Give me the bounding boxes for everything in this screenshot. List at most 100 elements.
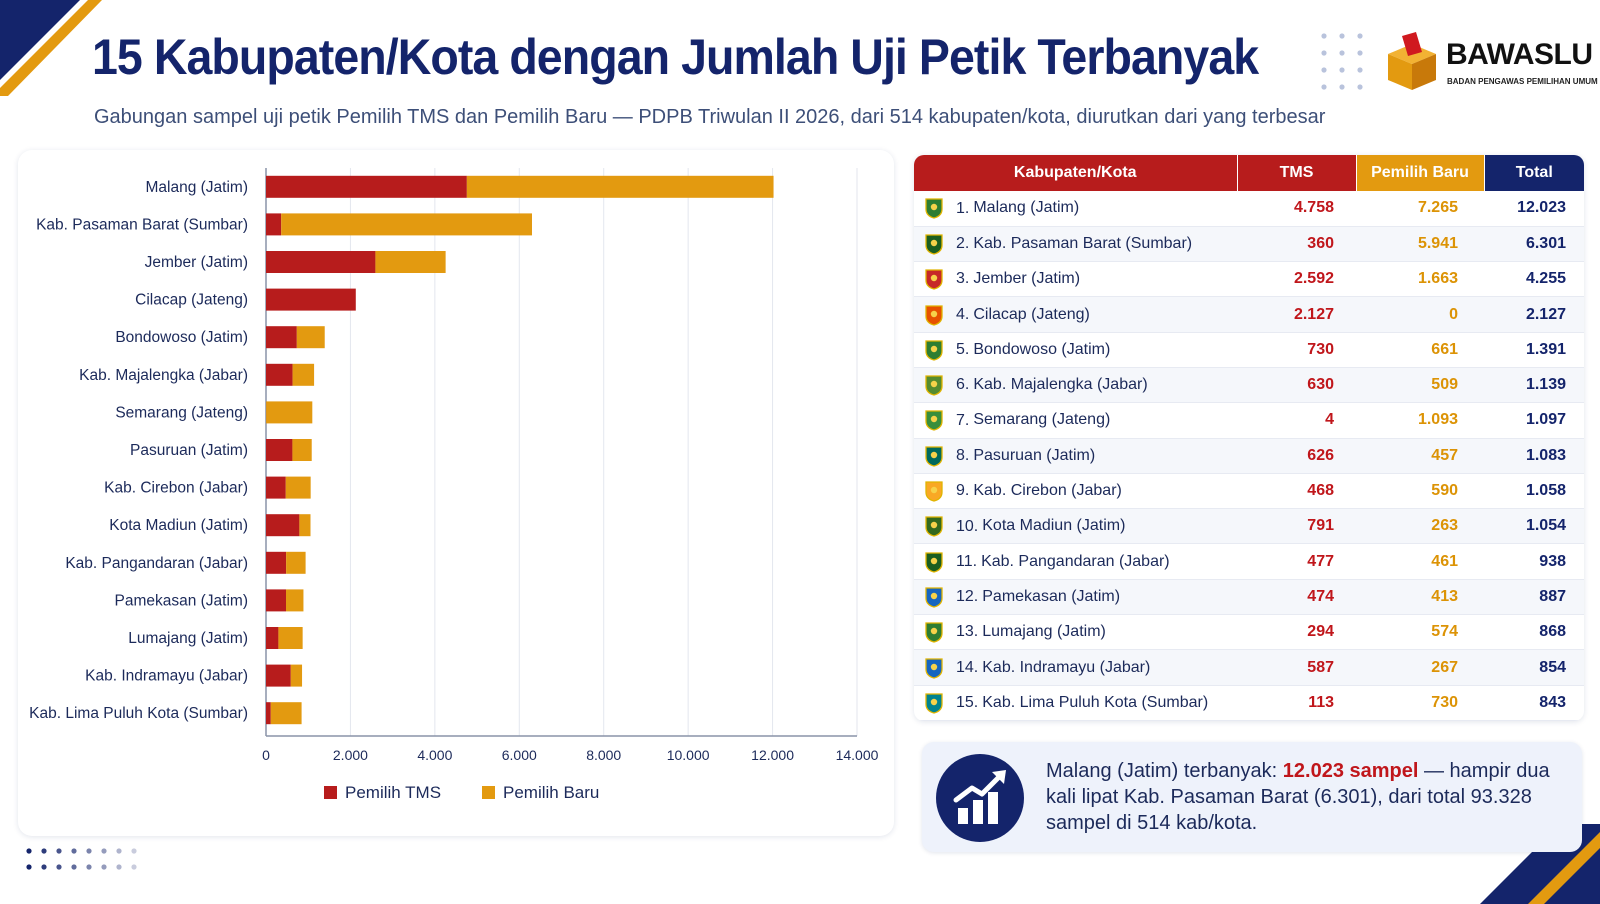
bar-segment-baru <box>299 514 311 537</box>
y-category-label: Kab. Lima Puluh Kota (Sumbar) <box>29 705 248 722</box>
decor-dot <box>1339 50 1345 56</box>
cell-kabupaten: 15. Kab. Lima Puluh Kota (Sumbar) <box>914 685 1237 721</box>
bar-segment-tms <box>266 288 356 311</box>
regency-emblem-icon <box>925 657 943 679</box>
bar-segment-baru <box>270 702 302 725</box>
decor-dot <box>1321 50 1327 56</box>
table-row: 1. Malang (Jatim) 4.758 7.265 12.023 <box>914 191 1584 227</box>
cell-total: 938 <box>1484 543 1584 580</box>
x-tick-label: 2.000 <box>333 747 368 763</box>
regency-emblem-icon <box>925 234 943 255</box>
bar-segment-tms <box>266 551 287 574</box>
cell-kabupaten: 12. Pamekasan (Jatim) <box>914 579 1237 616</box>
cell-pemilih-baru: 267 <box>1356 649 1484 686</box>
bar-segment-tms <box>266 514 300 537</box>
x-tick-label: 6.000 <box>502 747 537 763</box>
y-category-label: Kab. Cirebon (Jabar) <box>104 480 248 497</box>
decor-dot <box>101 848 107 854</box>
decor-dot <box>26 864 32 870</box>
cell-rank: 10. <box>956 517 979 535</box>
corner-decoration-top-left <box>0 0 102 96</box>
cell-name: Kota Madiun (Jatim) <box>982 517 1126 535</box>
cell-total: 12.023 <box>1484 191 1584 227</box>
cell-name: Kab. Lima Puluh Kota (Sumbar) <box>982 694 1209 712</box>
bar-segment-baru <box>278 627 303 649</box>
cell-tms: 113 <box>1237 685 1356 721</box>
bar-segment-tms <box>266 175 467 198</box>
cell-total: 2.127 <box>1484 296 1584 333</box>
regency-emblem-icon <box>925 516 943 537</box>
y-category-label: Jember (Jatim) <box>145 254 248 271</box>
logo-wordmark: BAWASLU <box>1446 38 1593 71</box>
regency-emblem-icon <box>925 269 943 290</box>
decor-dot <box>56 848 62 854</box>
decor-dot <box>1321 67 1327 73</box>
cell-name: Kab. Pangandaran (Jabar) <box>981 552 1170 570</box>
cell-name: Malang (Jatim) <box>973 199 1080 217</box>
cell-name: Jember (Jatim) <box>973 270 1081 288</box>
page-subtitle: Gabungan sampel uji petik Pemilih TMS da… <box>94 106 1326 128</box>
y-category-label: Semarang (Jateng) <box>115 404 248 421</box>
table-row: 10. Kota Madiun (Jatim) 791 263 1.054 <box>914 508 1584 545</box>
table-row: 7. Semarang (Jateng) 4 1.093 1.097 <box>914 402 1584 439</box>
y-category-label: Kota Madiun (Jatim) <box>109 517 248 534</box>
cell-total: 843 <box>1484 685 1584 721</box>
dot-pattern-top <box>1321 33 1363 90</box>
table-row: 6. Kab. Majalengka (Jabar) 630 509 1.139 <box>914 367 1584 404</box>
decor-dot <box>1321 33 1327 39</box>
decor-dot <box>71 864 77 870</box>
decor-dot <box>26 848 32 854</box>
decor-dot <box>131 864 137 870</box>
bar-segment-tms <box>266 702 271 725</box>
x-tick-label: 14.000 <box>836 747 879 763</box>
cell-total: 1.139 <box>1484 367 1584 404</box>
table-row: 15. Kab. Lima Puluh Kota (Sumbar) 113 730 84… <box>914 685 1584 721</box>
cell-kabupaten: 5. Bondowoso (Jatim) <box>914 332 1237 368</box>
cell-kabupaten: 1. Malang (Jatim) <box>914 191 1237 227</box>
cell-pemilih-baru: 509 <box>1356 367 1484 404</box>
cell-kabupaten: 3. Jember (Jatim) <box>914 261 1237 298</box>
cell-pemilih-baru: 730 <box>1356 685 1484 721</box>
cell-name: Pamekasan (Jatim) <box>982 588 1121 606</box>
cell-tms: 468 <box>1237 473 1356 510</box>
bar-segment-tms <box>266 326 297 349</box>
cell-tms: 791 <box>1237 508 1356 545</box>
cell-total: 1.391 <box>1484 332 1584 368</box>
cell-name: Pasuruan (Jatim) <box>973 446 1096 464</box>
regency-emblem-icon <box>925 340 943 361</box>
cell-rank: 5. <box>956 341 970 359</box>
cell-rank: 15. <box>956 694 979 712</box>
cell-name: Kab. Pasaman Barat (Sumbar) <box>973 235 1193 253</box>
cell-rank: 13. <box>956 623 979 641</box>
trend-chart-icon <box>936 754 1024 842</box>
decor-dot <box>116 848 122 854</box>
cell-kabupaten: 8. Pasuruan (Jatim) <box>914 438 1237 474</box>
stacked-bar-chart: 0 2.000 4.000 6.000 8.000 10.000 12.000 14.000 M… <box>29 168 879 802</box>
cell-rank: 3. <box>956 270 970 288</box>
y-category-label: Lumajang (Jatim) <box>128 630 248 647</box>
bar-segment-baru <box>285 476 311 499</box>
table-row: 9. Kab. Cirebon (Jabar) 468 590 1.058 <box>914 473 1584 510</box>
cell-total: 4.255 <box>1484 261 1584 298</box>
cell-kabupaten: 10. Kota Madiun (Jatim) <box>914 508 1237 545</box>
regency-emblem-icon <box>925 622 943 643</box>
bawaslu-logo: BAWASLU BADAN PENGAWAS PEMILIHAN UMUM <box>1382 32 1598 92</box>
cell-kabupaten: 14. Kab. Indramayu (Jabar) <box>914 649 1237 686</box>
logo-tagline: BADAN PENGAWAS PEMILIHAN UMUM <box>1447 77 1598 86</box>
regency-emblem-icon <box>925 375 943 396</box>
regency-emblem-icon <box>925 587 943 608</box>
ranking-table: Kabupaten/Kota TMS Pemilih Baru Total 1.… <box>914 155 1584 721</box>
regency-emblem-icon <box>925 551 943 573</box>
cell-name: Kab. Majalengka (Jabar) <box>973 376 1148 394</box>
table-row: 13. Lumajang (Jatim) 294 574 868 <box>914 614 1584 651</box>
bar-segment-tms <box>266 251 376 273</box>
table-row: 2. Kab. Pasaman Barat (Sumbar) 360 5.941 6.3… <box>914 226 1584 263</box>
regency-emblem-icon <box>925 198 943 220</box>
ballot-box-icon <box>1388 32 1436 90</box>
cell-total: 854 <box>1484 649 1584 686</box>
cell-kabupaten: 9. Kab. Cirebon (Jabar) <box>914 473 1237 510</box>
cell-rank: 4. <box>956 305 970 323</box>
cell-name: Kab. Indramayu (Jabar) <box>982 658 1151 676</box>
table-row: 4. Cilacap (Jateng) 2.127 0 2.127 <box>914 296 1584 333</box>
cell-tms: 4.758 <box>1237 191 1356 227</box>
